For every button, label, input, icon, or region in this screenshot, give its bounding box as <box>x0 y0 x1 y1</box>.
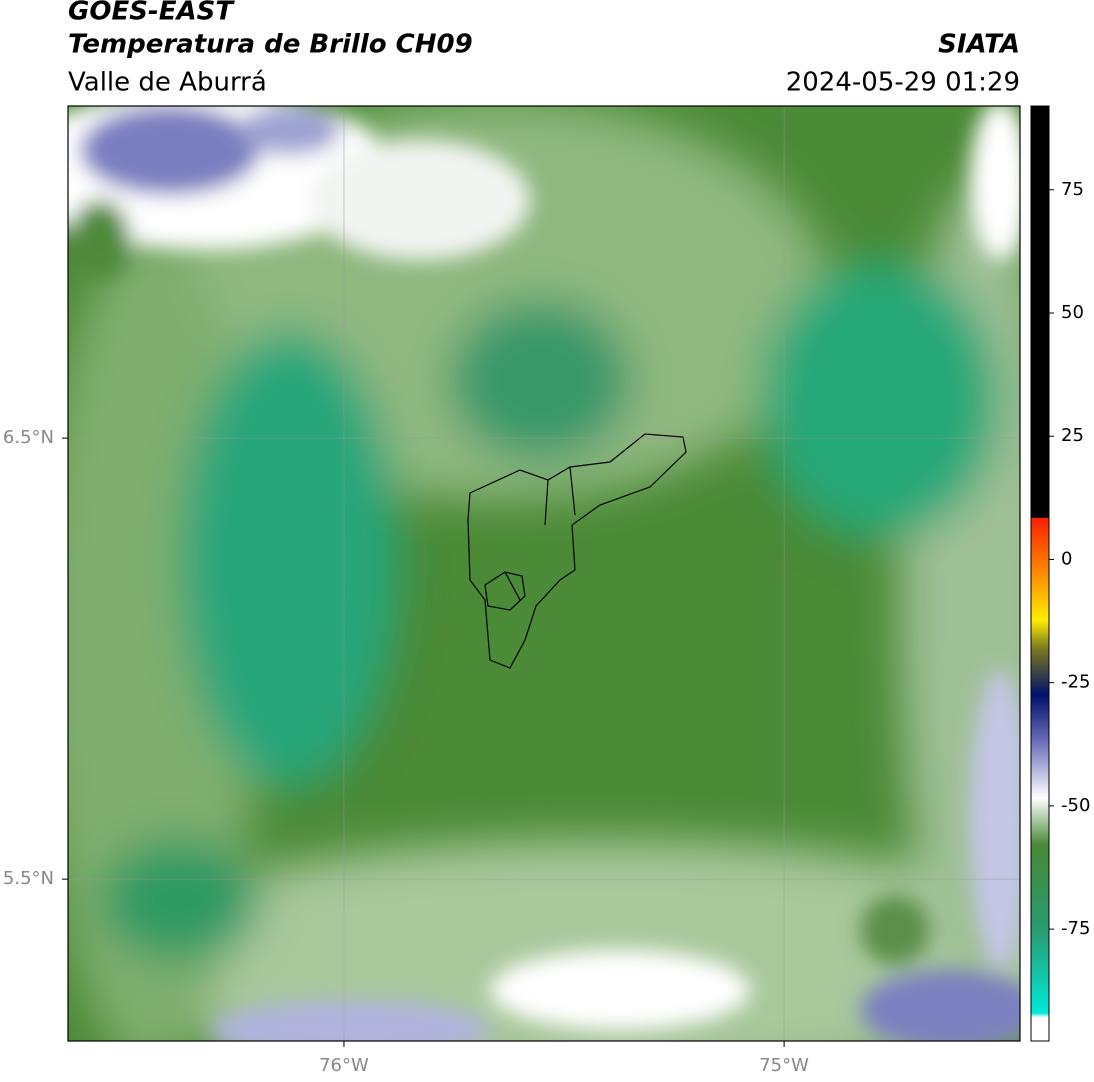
colorbar <box>1030 105 1050 1042</box>
timestamp: 2024-05-29 01:29 <box>786 68 1020 98</box>
x-tick-label: 75°W <box>759 1055 809 1076</box>
map-frame <box>67 105 1021 1042</box>
region-boundary <box>467 433 687 669</box>
colorbar-tick-label: 25 <box>1061 425 1084 446</box>
subtitle: Temperatura de Brillo CH09 <box>68 30 473 60</box>
region: Valle de Aburrá <box>68 68 267 98</box>
title: GOES-EAST <box>68 0 235 27</box>
x-tick-label: 76°W <box>319 1055 369 1076</box>
colorbar-tick-label: 75 <box>1061 179 1084 200</box>
colorbar-tick-label: 0 <box>1061 548 1072 569</box>
source: SIATA <box>938 30 1020 60</box>
colorbar-tick-label: -25 <box>1061 672 1090 693</box>
colorbar-tick-label: -75 <box>1061 918 1090 939</box>
graticule <box>68 106 1020 1041</box>
y-tick-label: 6.5°N <box>3 427 54 448</box>
y-tick-label: 5.5°N <box>3 868 54 889</box>
colorbar-tick-label: -50 <box>1061 795 1090 816</box>
colorbar-tick-label: 50 <box>1061 302 1084 323</box>
satellite-image <box>68 106 1020 1041</box>
